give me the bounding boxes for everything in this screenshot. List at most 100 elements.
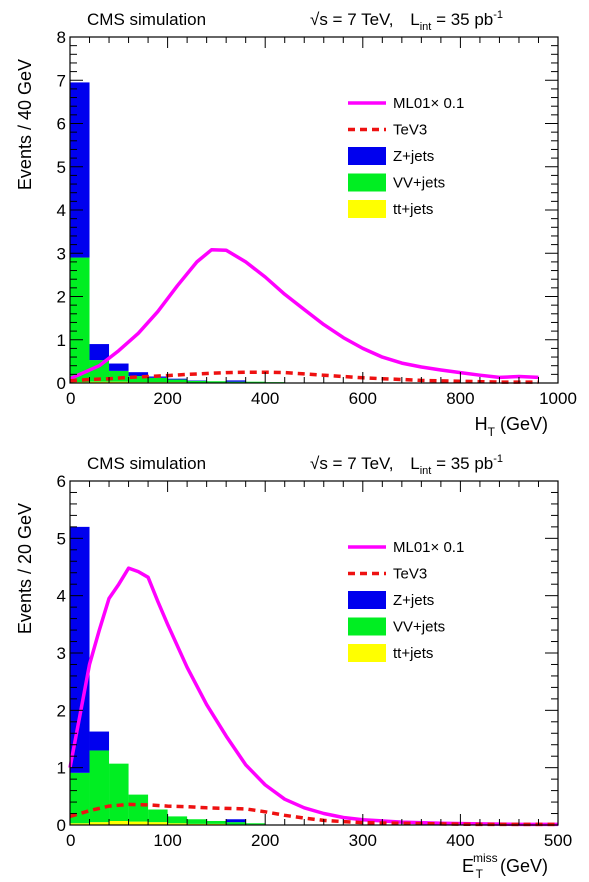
- bar-vv-jets-3: [128, 376, 149, 383]
- y-tick-label: 3: [57, 244, 66, 263]
- plot-frame: [69, 36, 559, 384]
- header-energy-lumi: √s = 7 TeV, Lint = 35 pb-1: [310, 453, 503, 477]
- y-tick-label: 5: [57, 158, 66, 177]
- signal-curve-ml01: [69, 248, 539, 381]
- bar-vv-jets-0: [70, 257, 90, 383]
- header-energy-lumi: √s = 7 TeV, Lint = 35 pb-1: [310, 9, 503, 33]
- legend-entry-label: VV+jets: [393, 175, 445, 192]
- header-lumi-superscript: -1: [493, 453, 503, 465]
- header-lumi-subscript: int: [420, 465, 432, 477]
- legend: ML01× 0.1 TeV3 Z+jets VV+jets tt+jets: [348, 95, 464, 218]
- bar-tt-jets-3: [128, 821, 149, 825]
- x-tick-label: 300: [349, 831, 377, 850]
- bar-vv-jets-9: [245, 381, 266, 383]
- legend-fill-swatch: [348, 644, 386, 662]
- x-tick-label: 100: [153, 831, 181, 850]
- legend-entry-label: TeV3: [393, 122, 427, 139]
- bar-tt-jets-2: [109, 820, 129, 825]
- header-sqrt-s: √s = 7 TeV,: [310, 454, 394, 473]
- x-tick-label: 0: [66, 831, 75, 850]
- bar-vv-jets-7: [206, 381, 227, 383]
- x-axis-title-main: H: [475, 414, 488, 434]
- legend-entry-label: Z+jets: [393, 592, 434, 609]
- header-lumi-label: L: [406, 10, 420, 29]
- bar-tt-jets-0: [70, 823, 90, 825]
- y-tick-label: 5: [57, 529, 66, 548]
- signal-curve-ml01: [68, 566, 558, 827]
- x-axis-title-main: E: [462, 856, 474, 876]
- x-tick-label: 500: [544, 831, 572, 850]
- bar-vv-jets-2: [109, 763, 129, 821]
- bar-z-jets-1: [89, 731, 110, 751]
- bar-vv-jets-6: [187, 380, 207, 383]
- y-tick-label: 1: [57, 331, 66, 350]
- bar-vv-jets-4: [148, 809, 168, 823]
- legend-entry-label: tt+jets: [393, 201, 433, 218]
- bar-vv-jets-5: [167, 379, 188, 383]
- y-tick-label: 8: [57, 28, 66, 47]
- header-lumi-label: L: [406, 454, 420, 473]
- bar-vv-jets-8: [226, 381, 246, 383]
- y-tick-label: 6: [57, 115, 66, 134]
- y-tick-label: 6: [57, 472, 66, 491]
- legend-fill-swatch: [348, 173, 386, 192]
- x-tick-label: 400: [446, 831, 474, 850]
- bar-tt-jets-4: [148, 822, 168, 825]
- bar-z-jets-1: [89, 344, 110, 361]
- legend-entry-label: ML01× 0.1: [393, 539, 464, 556]
- bar-vv-jets-1: [89, 360, 110, 382]
- x-axis-title-subscript: T: [476, 867, 484, 881]
- header-lumi-value: = 35 pb: [431, 10, 493, 29]
- bar-vv-jets-1: [89, 750, 110, 823]
- y-tick-label: 0: [57, 374, 66, 393]
- bar-vv-jets-7: [206, 820, 227, 824]
- header-cms-simulation: CMS simulation: [87, 10, 206, 29]
- bar-tt-jets-1: [89, 381, 110, 383]
- chart-panel-1: 0 200 400 600 800 1000 0 1 2 3 4 5 6 7 8 Events / 40 Ge…: [15, 9, 577, 439]
- legend-entry-label: Z+jets: [393, 148, 434, 165]
- y-tick-label: 4: [57, 587, 66, 606]
- legend-fill-swatch: [348, 591, 386, 609]
- y-axis-title: Events / 20 GeV: [15, 503, 35, 634]
- y-tick-label: 7: [57, 71, 66, 90]
- bar-vv-jets-8: [226, 822, 246, 825]
- x-tick-label: 200: [153, 389, 181, 408]
- x-tick-label: 400: [251, 389, 279, 408]
- x-axis-title-superscript: miss: [473, 851, 498, 865]
- y-tick-label: 1: [57, 759, 66, 778]
- y-tick-label: 3: [57, 644, 66, 663]
- bar-vv-jets-5: [167, 816, 188, 824]
- legend-fill-swatch: [348, 200, 386, 218]
- bar-z-jets-3: [128, 372, 149, 377]
- y-tick-label: 2: [57, 701, 66, 720]
- bar-vv-jets-6: [187, 819, 207, 824]
- header-lumi-superscript: -1: [493, 9, 503, 21]
- legend-entry-label: tt+jets: [393, 645, 433, 662]
- legend-entry-label: TeV3: [393, 566, 427, 583]
- signal-curve-tev3: [69, 802, 558, 827]
- legend-entry-label: ML01× 0.1: [393, 95, 464, 112]
- bar-z-jets-0: [70, 526, 90, 773]
- bar-vv-jets-4: [148, 377, 168, 383]
- x-axis-title-subscript: T: [488, 425, 496, 439]
- header-sqrt-s: √s = 7 TeV,: [310, 10, 394, 29]
- x-axis-title: HT (GeV): [475, 414, 548, 439]
- bar-z-jets-8: [226, 819, 246, 823]
- x-axis-title-unit: (GeV): [495, 414, 548, 434]
- y-axis-title: Events / 40 GeV: [15, 59, 35, 190]
- legend-entry-label: VV+jets: [393, 619, 445, 636]
- x-tick-label: 800: [446, 389, 474, 408]
- bar-tt-jets-2: [109, 381, 129, 383]
- x-tick-label: 600: [349, 389, 377, 408]
- plot-frame: [69, 480, 559, 826]
- legend-fill-swatch: [348, 617, 386, 636]
- bar-tt-jets-1: [89, 822, 110, 825]
- bar-z-jets-0: [70, 82, 90, 258]
- y-tick-label: 2: [57, 288, 66, 307]
- y-tick-label: 4: [57, 201, 66, 220]
- header-cms-simulation: CMS simulation: [87, 454, 206, 473]
- bar-z-jets-5: [167, 378, 188, 380]
- bar-z-jets-8: [226, 380, 246, 382]
- x-tick-label: 0: [66, 389, 75, 408]
